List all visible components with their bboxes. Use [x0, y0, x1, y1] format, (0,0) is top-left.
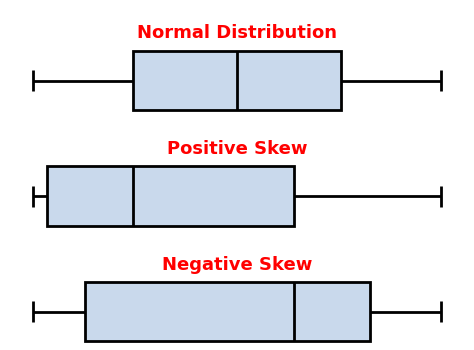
Bar [85, 282, 370, 341]
Text: Positive Skew: Positive Skew [167, 140, 307, 158]
Bar [47, 166, 294, 226]
Bar [133, 51, 341, 110]
Text: Negative Skew: Negative Skew [162, 256, 312, 273]
Text: Normal Distribution: Normal Distribution [137, 25, 337, 42]
